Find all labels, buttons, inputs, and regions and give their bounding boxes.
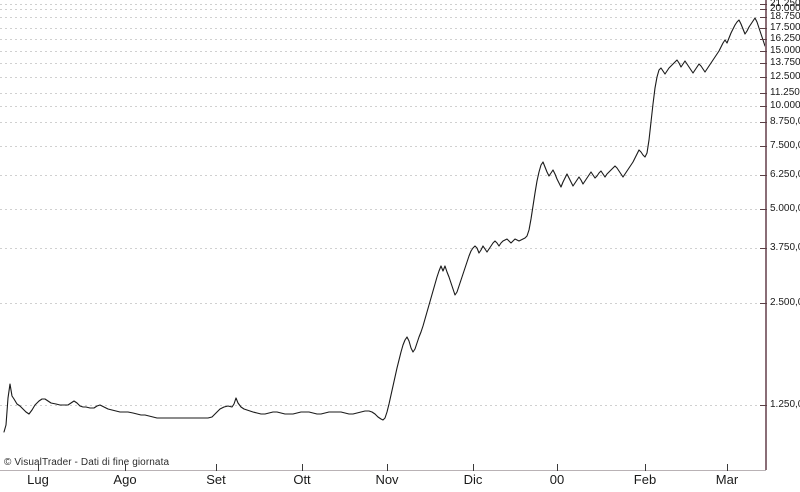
- x-axis-tick: [387, 464, 388, 471]
- gridline: [0, 9, 766, 10]
- y-axis-label: 3.750,0: [770, 242, 800, 253]
- gridline: [0, 93, 766, 94]
- y-axis-label: 6.250,0: [770, 169, 800, 180]
- y-axis-tick: [760, 63, 767, 64]
- y-axis-line: [765, 0, 767, 470]
- x-axis-label: Feb: [633, 472, 657, 487]
- gridline: [0, 303, 766, 304]
- y-axis-label: 17.500: [770, 22, 800, 33]
- gridline: [0, 51, 766, 52]
- y-axis-tick: [760, 4, 767, 5]
- gridline: [0, 146, 766, 147]
- y-axis-label: 7.500,0: [770, 140, 800, 151]
- y-axis-tick: [760, 405, 767, 406]
- x-axis-tick: [38, 464, 39, 471]
- y-axis-label: 11.250: [770, 87, 800, 98]
- x-axis-label: Ott: [293, 472, 311, 487]
- price-polyline: [3, 17, 766, 433]
- x-axis-tick: [302, 464, 303, 471]
- x-axis-tick: [125, 464, 126, 471]
- y-axis-label: 20.000: [770, 3, 800, 14]
- x-axis-tick: [216, 464, 217, 471]
- x-axis-label: Set: [206, 472, 226, 487]
- y-axis-tick: [760, 106, 767, 107]
- y-axis-tick: [760, 39, 767, 40]
- y-axis-label: 2.500,0: [770, 297, 800, 308]
- y-axis-tick: [760, 51, 767, 52]
- y-axis-label: 8.750,0: [770, 116, 800, 127]
- gridline: [0, 4, 766, 5]
- x-axis-label: Lug: [27, 472, 49, 487]
- x-axis-tick: [473, 464, 474, 471]
- gridline: [0, 175, 766, 176]
- y-axis-tick: [760, 175, 767, 176]
- gridline: [0, 122, 766, 123]
- x-axis-tick: [557, 464, 558, 471]
- x-axis-label: Ago: [113, 472, 137, 487]
- gridline: [0, 405, 766, 406]
- y-axis-tick: [760, 146, 767, 147]
- y-axis-label: 16.250: [770, 33, 800, 44]
- gridline: [0, 28, 766, 29]
- x-axis-line: [0, 470, 766, 471]
- y-axis-tick: [760, 9, 767, 10]
- y-axis-label: 12.500: [770, 71, 800, 82]
- gridline: [0, 17, 766, 18]
- y-axis-tick: [760, 28, 767, 29]
- gridline: [0, 77, 766, 78]
- price-line-series: [3, 17, 766, 433]
- y-axis-tick: [760, 209, 767, 210]
- y-axis-tick: [760, 17, 767, 18]
- gridline: [0, 39, 766, 40]
- y-axis-label: 13.750: [770, 57, 800, 68]
- x-axis-label: 00: [549, 472, 565, 487]
- x-axis-tick: [727, 464, 728, 471]
- y-axis-tick: [760, 122, 767, 123]
- x-axis-label: Nov: [375, 472, 399, 487]
- y-axis-label: 15.000: [770, 45, 800, 56]
- y-axis-label: 18.750: [770, 11, 800, 22]
- x-axis-label: Dic: [463, 472, 483, 487]
- gridline: [0, 248, 766, 249]
- y-axis-label: 1.250,0: [770, 399, 800, 410]
- y-axis-label: 5.000,0: [770, 203, 800, 214]
- y-axis-label: 21.250: [770, 0, 800, 9]
- x-axis-label: Mar: [715, 472, 739, 487]
- y-axis-tick: [760, 303, 767, 304]
- y-axis-label: 10.000: [770, 100, 800, 111]
- y-axis-tick: [760, 93, 767, 94]
- plot-area: [0, 4, 766, 433]
- gridline: [0, 63, 766, 64]
- y-axis-tick: [760, 77, 767, 78]
- attribution-note: © VisualTrader - Dati di fine giornata: [4, 457, 170, 468]
- x-axis-tick: [645, 464, 646, 471]
- y-axis-tick: [760, 248, 767, 249]
- gridline: [0, 106, 766, 107]
- gridline: [0, 209, 766, 210]
